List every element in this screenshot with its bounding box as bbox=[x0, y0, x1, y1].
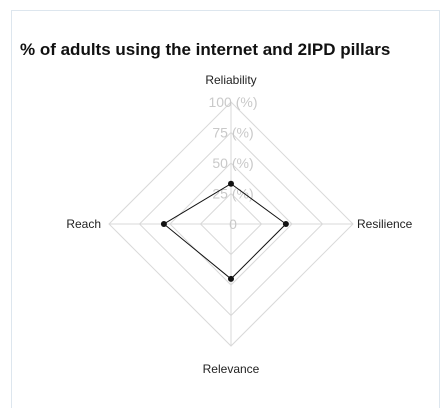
data-point-reliability bbox=[228, 180, 234, 187]
data-point-resilience bbox=[282, 221, 289, 227]
tick-label: 0 bbox=[229, 216, 237, 232]
axis-label-reach: Reach bbox=[66, 217, 101, 231]
radar-series bbox=[160, 180, 289, 282]
chart-title: % of adults using the internet and 2IPD … bbox=[20, 40, 391, 59]
data-point-reach bbox=[160, 221, 167, 227]
radar-grid bbox=[108, 101, 354, 347]
axis-label-relevance: Relevance bbox=[203, 362, 260, 376]
tick-label: 50 (%) bbox=[212, 155, 253, 171]
tick-label: 100 (%) bbox=[208, 94, 257, 110]
radar-tick-labels: 0 25 (%) 50 (%) 75 (%) 100 (%) bbox=[208, 94, 257, 232]
tick-label: 75 (%) bbox=[212, 125, 253, 141]
axis-label-reliability: Reliability bbox=[205, 73, 256, 87]
axis-label-resilience: Resilience bbox=[357, 217, 413, 231]
tick-label: 25 (%) bbox=[212, 186, 253, 202]
radar-axis-labels: Reliability Resilience Relevance Reach bbox=[66, 73, 412, 376]
data-point-relevance bbox=[228, 275, 234, 282]
chart-panel bbox=[11, 10, 440, 408]
